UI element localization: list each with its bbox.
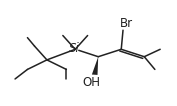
Text: Si: Si xyxy=(69,42,80,55)
Text: Br: Br xyxy=(120,17,133,30)
Text: OH: OH xyxy=(82,76,100,89)
Polygon shape xyxy=(92,57,98,75)
